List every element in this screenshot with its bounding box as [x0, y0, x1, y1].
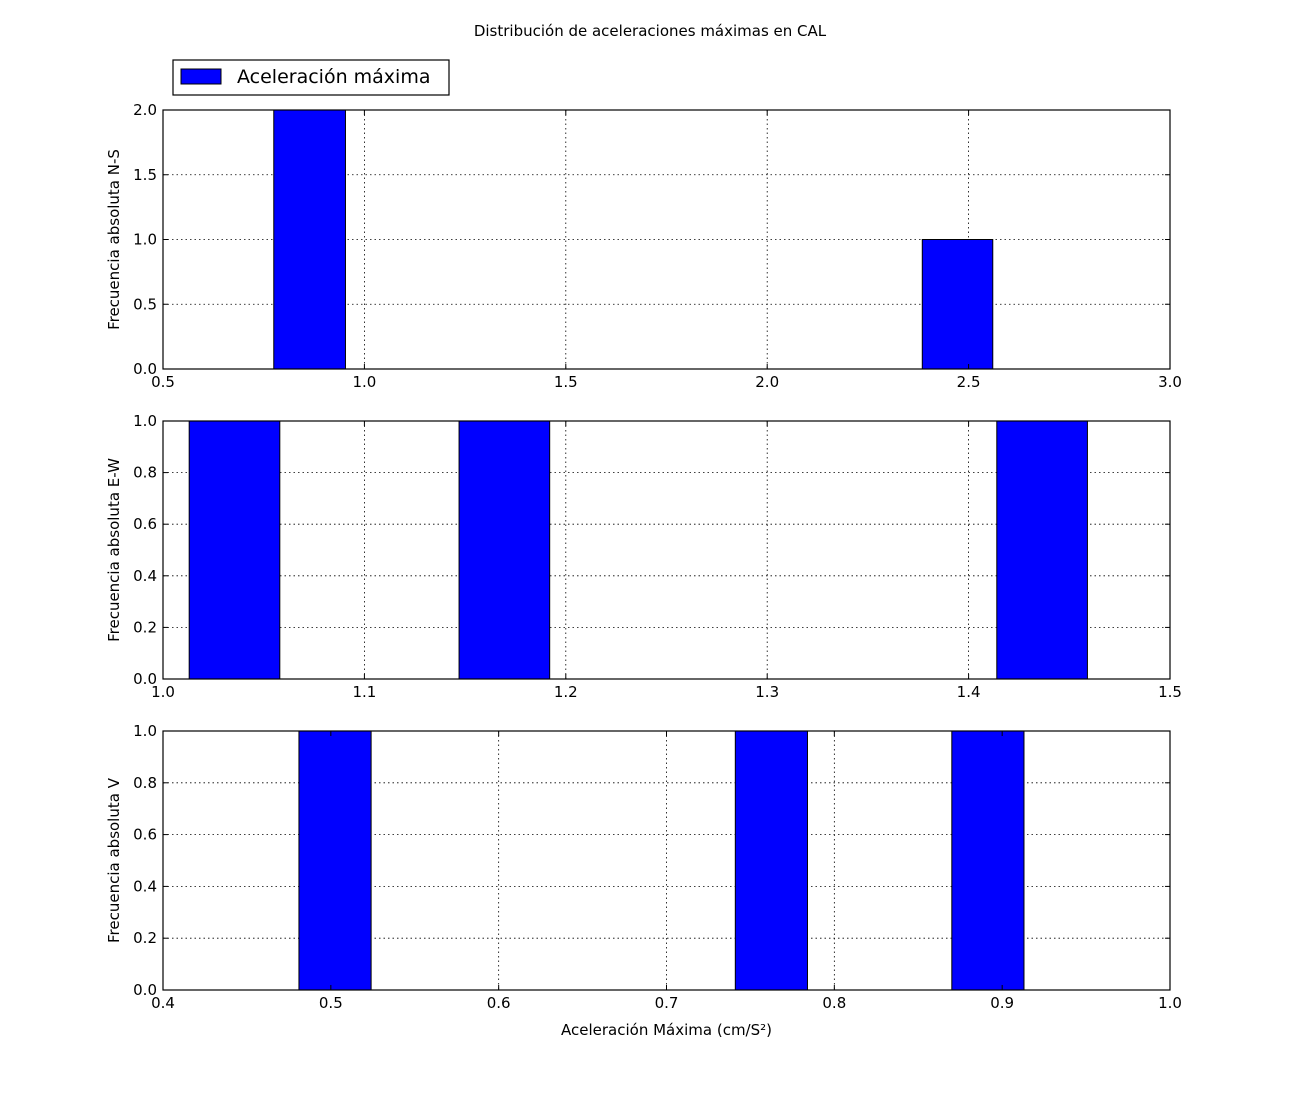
y-tick-label: 0.0 [133, 670, 157, 688]
y-tick-label: 0.2 [133, 929, 157, 947]
y-tick-label: 0.4 [133, 567, 157, 585]
panel-v: 0.4 0.5 0.6 0.7 0.8 0.9 1.0 0.0 0.2 0.4 0.6 0.8 1.0 F… [105, 722, 1182, 1039]
x-tick-label: 0.5 [151, 373, 175, 391]
x-tick-label: 0.7 [655, 994, 679, 1012]
y-tick-label: 0.4 [133, 877, 157, 895]
y-tick-label: 0.0 [133, 360, 157, 378]
y-tick-label: 0.2 [133, 618, 157, 636]
bar-e-w-1 [458, 420, 551, 680]
y-tick-label: 1.0 [133, 722, 157, 740]
y-tick-label: 0.0 [133, 981, 157, 999]
y-axis-label: Frecuencia absoluta V [105, 777, 123, 943]
x-tick-label: 0.8 [822, 994, 846, 1012]
bar-n-s-0 [273, 109, 346, 370]
y-tick-label: 0.5 [133, 295, 157, 313]
x-tick-label: 1.1 [352, 683, 376, 701]
y-axis-label: Frecuencia absoluta N-S [105, 149, 123, 330]
panel-e-w: 1.0 1.1 1.2 1.3 1.4 1.5 0.0 0.2 0.4 0.6 0.8 1.0 Frec… [105, 412, 1182, 701]
panels: 0.5 1.0 1.5 2.0 2.5 3.00.00.51.01.52.0Frecuen… [105, 101, 1182, 1039]
panel-n-s: 0.5 1.0 1.5 2.0 2.5 3.00.00.51.01.52.0Frecuen… [105, 101, 1182, 391]
x-tick-label: 1.0 [1158, 994, 1182, 1012]
x-tick-label: 3.0 [1158, 373, 1182, 391]
x-tick-label: 0.4 [151, 994, 175, 1012]
legend-label: Aceleración máxima [237, 66, 430, 88]
y-tick-label: 0.6 [133, 826, 157, 844]
x-tick-label: 0.5 [319, 994, 343, 1012]
x-tick-label: 1.5 [1158, 683, 1182, 701]
y-tick-label: 0.8 [133, 464, 157, 482]
bar-e-w-2 [996, 420, 1088, 680]
bar-v-2 [951, 730, 1025, 991]
bar-n-s-1 [921, 239, 994, 370]
x-tick-label: 1.5 [554, 373, 578, 391]
y-tick-label: 1.5 [133, 166, 157, 184]
y-tick-label: 1.0 [133, 412, 157, 430]
bar-v-1 [734, 730, 808, 991]
bar-v-0 [298, 730, 372, 991]
y-tick-label: 0.8 [133, 774, 157, 792]
x-tick-label: 2.0 [755, 373, 779, 391]
x-tick-label: 1.4 [957, 683, 981, 701]
bar-e-w-0 [188, 420, 281, 680]
x-tick-label: 2.5 [957, 373, 981, 391]
plot-frame [162, 420, 1171, 680]
x-tick-label: 1.0 [352, 373, 376, 391]
x-tick-label: 1.3 [755, 683, 779, 701]
y-tick-label: 2.0 [133, 101, 157, 119]
x-axis-label: Aceleración Máxima (cm/S²) [561, 1021, 772, 1039]
y-tick-label: 1.0 [133, 231, 157, 249]
legend: Aceleración máxima [172, 59, 450, 96]
x-tick-label: 0.9 [990, 994, 1014, 1012]
x-tick-label: 1.0 [151, 683, 175, 701]
legend-swatch [180, 68, 222, 85]
y-axis-label: Frecuencia absoluta E-W [105, 458, 123, 642]
figure-title: Distribución de aceleraciones máximas en… [474, 22, 827, 40]
y-tick-label: 0.6 [133, 515, 157, 533]
x-tick-label: 1.2 [554, 683, 578, 701]
x-tick-label: 0.6 [487, 994, 511, 1012]
